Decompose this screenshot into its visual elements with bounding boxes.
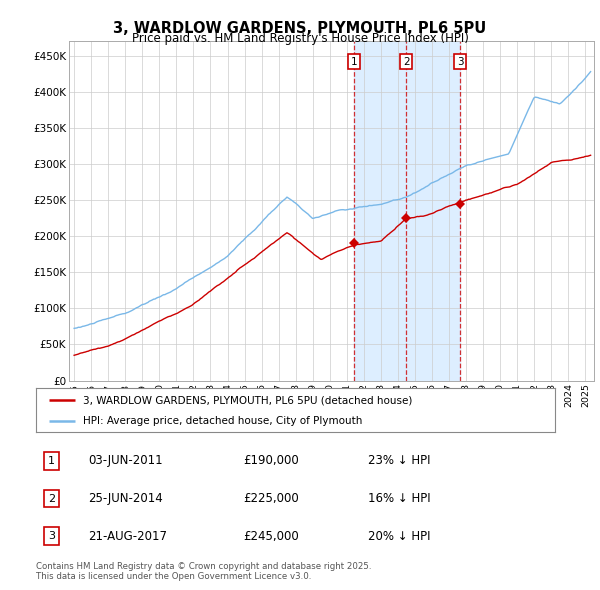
Text: 3, WARDLOW GARDENS, PLYMOUTH, PL6 5PU (detached house): 3, WARDLOW GARDENS, PLYMOUTH, PL6 5PU (d… bbox=[83, 395, 412, 405]
Text: 16% ↓ HPI: 16% ↓ HPI bbox=[368, 492, 431, 505]
Text: 2: 2 bbox=[48, 494, 55, 503]
Text: 1: 1 bbox=[48, 456, 55, 466]
Text: 2: 2 bbox=[403, 57, 409, 67]
Text: 1: 1 bbox=[350, 57, 358, 67]
Text: £190,000: £190,000 bbox=[244, 454, 299, 467]
Text: 3: 3 bbox=[457, 57, 463, 67]
Text: 23% ↓ HPI: 23% ↓ HPI bbox=[368, 454, 431, 467]
Text: £245,000: £245,000 bbox=[244, 530, 299, 543]
Text: 3, WARDLOW GARDENS, PLYMOUTH, PL6 5PU: 3, WARDLOW GARDENS, PLYMOUTH, PL6 5PU bbox=[113, 21, 487, 35]
Bar bbox=[354, 41, 460, 381]
Text: HPI: Average price, detached house, City of Plymouth: HPI: Average price, detached house, City… bbox=[83, 416, 362, 426]
Text: 20% ↓ HPI: 20% ↓ HPI bbox=[368, 530, 431, 543]
Text: Price paid vs. HM Land Registry's House Price Index (HPI): Price paid vs. HM Land Registry's House … bbox=[131, 32, 469, 45]
Text: 25-JUN-2014: 25-JUN-2014 bbox=[88, 492, 163, 505]
Text: 21-AUG-2017: 21-AUG-2017 bbox=[88, 530, 167, 543]
Text: 3: 3 bbox=[48, 532, 55, 541]
Text: Contains HM Land Registry data © Crown copyright and database right 2025.
This d: Contains HM Land Registry data © Crown c… bbox=[36, 562, 371, 581]
Text: 03-JUN-2011: 03-JUN-2011 bbox=[88, 454, 163, 467]
Text: £225,000: £225,000 bbox=[244, 492, 299, 505]
